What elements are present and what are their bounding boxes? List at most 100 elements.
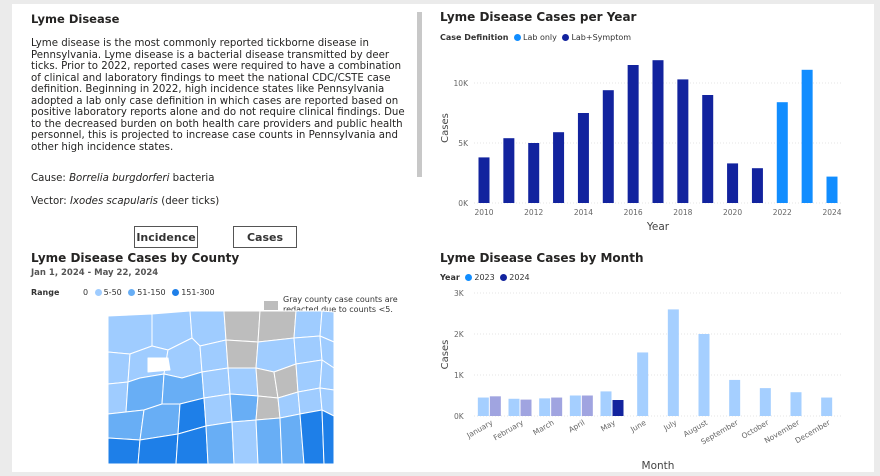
y-tick-label: 2K: [454, 330, 465, 339]
county-bradford: [293, 310, 323, 339]
county-legend-title: Range: [31, 288, 60, 297]
legend-item-lab-symptom[interactable]: Lab+Symptom: [562, 33, 631, 42]
county-tioga: [257, 310, 297, 343]
bar-2015: [602, 90, 614, 203]
legend-item-2024[interactable]: 2024: [500, 273, 530, 282]
legend-item-lab-only[interactable]: Lab only: [513, 33, 557, 42]
county-potter: [223, 310, 261, 343]
bar-2023-september: [729, 379, 741, 416]
x-axis-label: Year: [646, 221, 670, 233]
county-lancaster: [299, 409, 325, 465]
bar-2023-august: [698, 334, 710, 416]
pennsylvania-county-map[interactable]: [100, 308, 335, 466]
bar-2014: [577, 113, 589, 203]
legend-item-5-50: 5-50: [94, 288, 122, 297]
county-mercer: [107, 381, 129, 415]
county-crawford: [107, 351, 131, 385]
x-tick-label: 2012: [524, 208, 543, 217]
cases-per-year-chart[interactable]: 0K 5K 10K 2010 2012 2014 2016 2018 2020 2022 2024 Y…: [430, 45, 862, 235]
legend-item-2023[interactable]: 2023: [465, 273, 495, 282]
legend-dot-icon: [128, 289, 136, 296]
county-date-range: Jan 1, 2024 - May 22, 2024: [31, 268, 159, 278]
bar-2024-january: [489, 396, 501, 416]
x-tick-label: February: [492, 418, 526, 443]
bar-2021: [751, 168, 763, 203]
month-legend-title: Year: [440, 273, 460, 282]
county-franklin: [231, 419, 259, 465]
y-tick-label: 1K: [454, 371, 465, 380]
county-carbon: [297, 387, 323, 415]
x-axis-label: Month: [642, 460, 675, 472]
bar-2017: [652, 60, 664, 204]
cause-label: Cause:: [31, 173, 70, 184]
vector-label: Vector:: [31, 196, 70, 207]
legend-dot-icon: [500, 274, 508, 281]
x-tick-label: 2018: [673, 208, 692, 217]
bar-2011: [503, 138, 515, 203]
county-white: [147, 357, 171, 373]
bar-2023-january: [477, 397, 489, 416]
year-chart-legend: Case Definition Lab only Lab+Symptom: [440, 33, 631, 42]
x-tick-label: July: [661, 418, 679, 433]
y-tick-label: 3K: [454, 289, 465, 298]
y-tick-label: 0K: [458, 199, 469, 208]
bar-2023-february: [508, 398, 520, 416]
county-beaver: [107, 409, 145, 441]
x-tick-label: January: [464, 418, 494, 441]
county-cambria: [203, 393, 233, 427]
county-bedford: [205, 421, 235, 465]
bar-2023: [801, 69, 813, 203]
bar-2024-february: [520, 399, 532, 416]
bar-2023-july: [667, 309, 679, 416]
county-washington: [107, 437, 141, 465]
county-map-title: Lyme Disease Cases by County: [31, 251, 240, 265]
bar-2024-april: [581, 395, 593, 416]
gray-county-note: Gray county case counts are redacted due…: [283, 295, 398, 314]
vector-suffix: (deer ticks): [157, 196, 220, 207]
incidence-button[interactable]: Incidence: [134, 226, 198, 248]
x-tick-label: 2020: [723, 208, 742, 217]
cause-value: Borrelia burgdorferi: [69, 173, 170, 184]
bar-2022: [776, 102, 788, 203]
year-legend-title: Case Definition: [440, 33, 509, 42]
y-axis-label: Cases: [440, 340, 451, 370]
bar-2024-may: [612, 400, 624, 416]
county-mifflin: [255, 395, 281, 421]
gray-swatch: [264, 295, 278, 314]
y-tick-label: 0K: [454, 412, 465, 421]
county-elk: [199, 339, 229, 373]
bar-2010: [478, 157, 490, 203]
x-tick-label: June: [628, 418, 648, 435]
bar-2023-may: [600, 391, 612, 416]
x-tick-label: March: [531, 418, 556, 437]
info-vector: Vector: Ixodes scapularis (deer ticks): [31, 196, 219, 208]
county-huntingdon: [229, 393, 259, 423]
legend-dot-icon: [172, 289, 180, 296]
legend-dot-icon: [94, 289, 102, 296]
info-cause: Cause: Borrelia burgdorferi bacteria: [31, 173, 215, 185]
bar-2023-april: [569, 395, 581, 416]
x-tick-label: May: [599, 418, 617, 434]
info-scrollbar[interactable]: [417, 12, 422, 177]
bar-2023-march: [539, 398, 551, 416]
vector-value: Ixodes scapularis: [69, 196, 158, 207]
bar-2023-november: [790, 392, 802, 416]
county-centre: [227, 367, 259, 397]
x-tick-label: December: [793, 417, 832, 445]
x-tick-label: 2024: [822, 208, 841, 217]
legend-dot-icon: [465, 274, 473, 281]
county-adams: [255, 417, 283, 465]
bar-2023-june: [637, 352, 649, 416]
year-chart-title: Lyme Disease Cases per Year: [440, 10, 637, 24]
legend-dot-icon: [513, 34, 521, 41]
bar-2019: [702, 95, 714, 203]
bar-2018: [677, 79, 689, 203]
county-luzerne: [295, 359, 323, 393]
x-tick-label: April: [567, 418, 586, 434]
legend-item-0: 0: [73, 288, 88, 297]
month-chart-title: Lyme Disease Cases by Month: [440, 251, 644, 265]
bar-2023-october: [759, 388, 771, 416]
county-legend: Range 0 5-50 51-150 151-300: [31, 288, 215, 297]
cases-button[interactable]: Cases: [233, 226, 297, 248]
